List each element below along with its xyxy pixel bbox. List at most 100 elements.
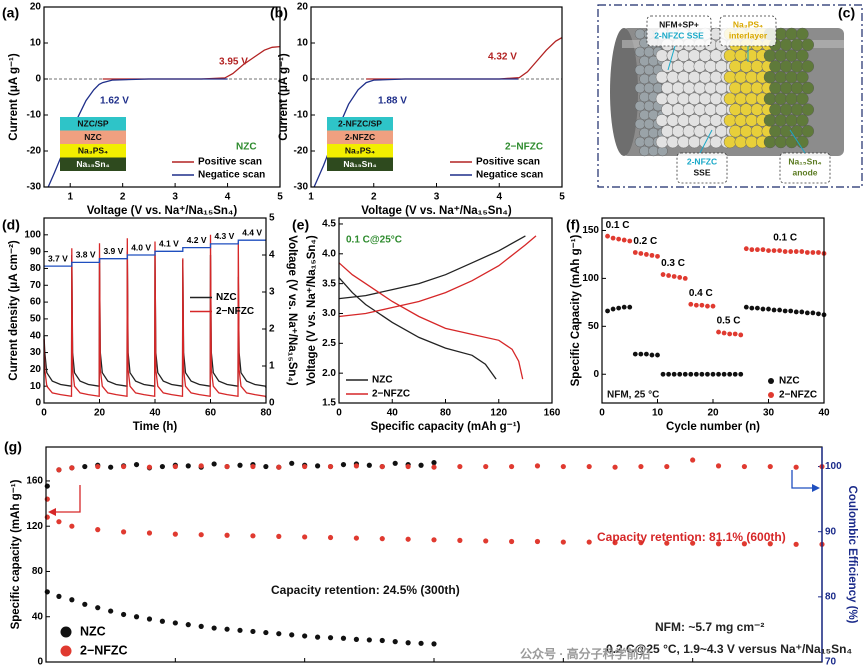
point <box>693 302 699 308</box>
cathode-particle <box>639 127 650 139</box>
stack-label: NZC/SP <box>77 118 109 128</box>
panel-label: (g) <box>4 439 22 455</box>
point <box>418 462 424 468</box>
sse-particle <box>709 70 723 84</box>
point <box>660 371 666 377</box>
anode-particle <box>780 60 793 73</box>
y-axis-label: Specific Capacity (mAh g⁻¹) <box>570 234 582 386</box>
interlayer-particle <box>740 81 753 95</box>
sse-particle <box>715 60 728 73</box>
point <box>276 533 282 539</box>
point <box>146 464 153 470</box>
point <box>431 464 437 470</box>
annotation: NFM, 25 °C <box>607 390 659 401</box>
cathode-particle <box>643 136 655 148</box>
point <box>172 620 178 626</box>
point <box>263 463 269 470</box>
anode-particle <box>785 27 798 41</box>
annotation: NZC <box>236 142 257 153</box>
point <box>810 310 816 316</box>
sse-particle <box>693 81 706 95</box>
y2-tick-label: 100 <box>825 461 842 472</box>
point <box>250 628 256 635</box>
x-tick-label: 5 <box>277 192 283 203</box>
annotation: 3.95 V <box>219 57 248 68</box>
annotation: 公众号 · 高分子科学前沿 <box>520 646 651 661</box>
point <box>771 248 777 253</box>
x-tick-label: 3 <box>172 192 178 203</box>
x-axis-label: Voltage (V vs. Na⁺/Na₁₅Sn₄) <box>361 205 512 217</box>
point <box>632 351 638 357</box>
y-tick-label: 10 <box>30 381 42 392</box>
point <box>69 597 75 603</box>
y-tick-label: 20 <box>297 2 309 13</box>
panel-label: (f) <box>566 217 580 233</box>
illustration-label: Na₃PS₄ <box>733 19 763 29</box>
point <box>677 275 683 280</box>
y-tick-label: 150 <box>582 225 599 236</box>
anode-particle <box>801 81 814 95</box>
point <box>793 309 799 315</box>
interlayer-particle <box>734 49 747 62</box>
point <box>732 331 738 337</box>
point <box>198 623 204 629</box>
anode-particle <box>763 49 777 62</box>
stack-label: NZC <box>84 132 101 142</box>
annotation: 1.88 V <box>378 96 407 107</box>
stack-layer <box>327 144 393 158</box>
cathode-particle <box>639 145 650 157</box>
plot-frame <box>43 217 267 404</box>
x-tick-label: 4 <box>225 192 231 203</box>
interlayer-particle <box>729 81 742 95</box>
cathode-particle <box>639 73 650 85</box>
cathode-particle <box>643 82 655 94</box>
interlayer-particle <box>723 92 737 106</box>
point <box>327 635 334 641</box>
point <box>69 523 75 529</box>
anode-particle <box>780 103 793 116</box>
x-axis-label: Voltage (V vs. Na⁺/Na₁₅Sn₄) <box>87 205 238 217</box>
legend-label: NZC <box>372 375 393 386</box>
point <box>263 629 269 636</box>
interlayer-particle <box>734 114 747 127</box>
point <box>644 351 649 357</box>
point <box>379 463 385 470</box>
point <box>760 247 766 253</box>
rate-label: 0.2 C <box>633 236 657 247</box>
point <box>741 463 748 470</box>
stack-label: Na₁₅Sn₄ <box>343 159 376 169</box>
annotation: 2−NFZC <box>505 142 543 153</box>
x-tick-label: 120 <box>490 408 507 419</box>
point <box>405 640 411 646</box>
point <box>638 351 644 357</box>
point <box>632 250 638 255</box>
point <box>793 541 799 547</box>
anode-particle <box>790 60 804 73</box>
point <box>816 250 821 255</box>
y2-axis-label: Voltage (V vs. Na⁺/Na₁₅Sn₄) <box>286 235 298 386</box>
point <box>121 611 127 618</box>
y-tick-label: 100 <box>24 229 41 240</box>
point <box>327 463 334 470</box>
point <box>56 467 62 473</box>
stack-label: Na₃PS₄ <box>78 145 108 155</box>
sse-particle <box>709 114 723 127</box>
anode-particle <box>785 135 798 149</box>
point <box>133 461 140 468</box>
x-tick-label: 60 <box>205 408 217 419</box>
x-tick-label: 2 <box>371 192 377 203</box>
point <box>82 463 88 470</box>
point <box>666 273 671 278</box>
sse-particle <box>655 92 669 106</box>
anode-particle <box>796 70 809 84</box>
x-axis-label: Specific capacity (mAh g⁻¹) <box>371 421 521 433</box>
cathode-particle <box>634 28 646 40</box>
cathode-particle <box>639 55 650 67</box>
sse-particle <box>655 135 669 149</box>
point <box>56 593 62 599</box>
anode-particle <box>774 92 787 106</box>
point <box>782 308 788 314</box>
legend-label: NZC <box>779 376 800 387</box>
point <box>666 371 671 377</box>
